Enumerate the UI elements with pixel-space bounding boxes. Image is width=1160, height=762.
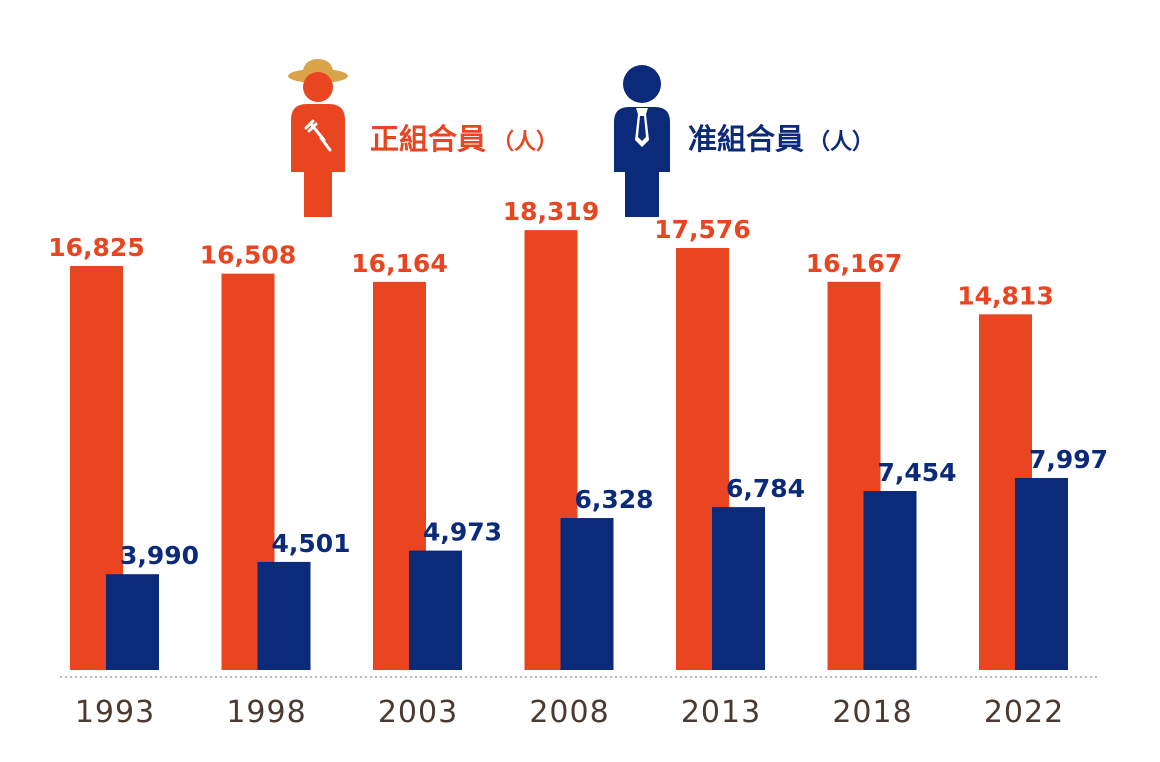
bar-associate-2008 (560, 518, 614, 670)
value-label-regular-2003: 16,164 (351, 249, 447, 278)
bar-associate-2018 (863, 491, 917, 670)
value-label-associate-2008: 6,328 (574, 485, 653, 514)
legend-associate: 准組合員 （人） (614, 65, 874, 217)
value-label-regular-2008: 18,319 (503, 197, 599, 226)
legend-regular: 正組合員 （人） (288, 59, 558, 217)
value-label-associate-2003: 4,973 (423, 518, 502, 547)
bar-associate-1993 (106, 574, 159, 670)
value-label-associate-2022: 7,997 (1029, 445, 1108, 474)
legend-regular-unit: （人） (492, 130, 558, 155)
x-tick-label-1998: 1998 (226, 695, 306, 730)
value-label-associate-2018: 7,454 (877, 458, 956, 487)
value-label-regular-1998: 16,508 (200, 241, 296, 270)
value-label-regular-2022: 14,813 (957, 281, 1053, 310)
value-label-associate-1993: 3,990 (120, 541, 199, 570)
x-tick-label-2003: 2003 (378, 695, 458, 730)
value-label-regular-2013: 17,576 (654, 215, 750, 244)
bar-associate-2022 (1015, 477, 1068, 670)
bar-associate-2003 (409, 550, 462, 670)
value-label-regular-2018: 16,167 (806, 249, 902, 278)
legend-associate-unit: （人） (808, 130, 874, 155)
x-tick-label-2022: 2022 (984, 695, 1064, 730)
value-label-associate-1998: 4,501 (271, 529, 350, 558)
x-tick-label-2013: 2013 (681, 695, 761, 730)
value-label-associate-2013: 6,784 (726, 474, 805, 503)
x-tick-label-2018: 2018 (832, 695, 912, 730)
bars-layer (70, 230, 1068, 671)
x-tick-label-2008: 2008 (529, 695, 609, 730)
value-label-regular-1993: 16,825 (48, 233, 144, 262)
businessman-icon (614, 65, 670, 217)
farmer-icon (288, 59, 348, 217)
legend-associate-label: 准組合員 (688, 122, 804, 156)
bar-associate-2013 (712, 507, 765, 670)
legend-regular-label: 正組合員 (370, 122, 486, 156)
labels-layer: 16,825 3,990 1993 16,508 4,501 1998 16,164 4,97… (48, 197, 1108, 730)
bar-associate-1998 (257, 561, 311, 670)
x-tick-label-1993: 1993 (75, 695, 155, 730)
